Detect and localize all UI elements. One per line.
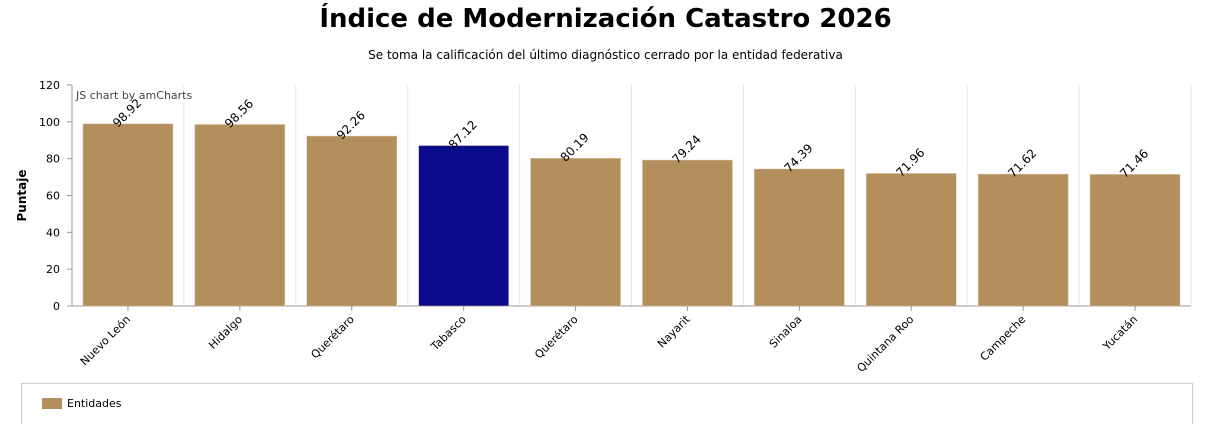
y-tick-label: 120: [39, 79, 60, 92]
x-tick-label: Quintana Roo: [854, 313, 916, 375]
x-tick-label: Querétaro: [532, 313, 581, 362]
bar: [82, 123, 174, 307]
x-tick-label: Hidalgo: [206, 313, 245, 352]
x-tick-label: Campeche: [978, 313, 1029, 364]
bar: [530, 158, 621, 307]
legend: Entidades: [21, 383, 1193, 424]
x-tick-label: Sinaloa: [767, 313, 805, 351]
x-tick-label: Nuevo León: [78, 313, 133, 368]
y-tick-label: 20: [46, 263, 60, 276]
bar: [1089, 174, 1181, 307]
y-axis-label: Puntaje: [15, 170, 29, 222]
bar: [754, 168, 845, 307]
bar: [306, 135, 397, 307]
legend-swatch[interactable]: [42, 398, 62, 409]
bar: [194, 124, 286, 307]
chart-subtitle: Se toma la calificación del último diagn…: [368, 48, 843, 62]
x-tick-label: Nayarit: [655, 312, 693, 350]
credit-link: JS chart by amCharts: [75, 89, 192, 102]
y-tick-label: 60: [46, 190, 60, 203]
y-tick-label: 80: [46, 153, 60, 166]
bar: [642, 159, 733, 307]
x-tick-label: Yucatán: [1100, 313, 1140, 353]
bar: [977, 173, 1069, 307]
bar: [418, 145, 509, 307]
bar: [866, 173, 957, 307]
legend-label[interactable]: Entidades: [67, 397, 122, 410]
y-tick-label: 40: [46, 226, 60, 239]
y-tick-label: 100: [39, 116, 60, 129]
y-tick-label: 0: [53, 300, 60, 313]
x-tick-label: Tabasco: [428, 313, 469, 354]
chart-title: Índice de Modernización Catastro 2026: [319, 4, 892, 34]
x-tick-label: Querétaro: [308, 313, 357, 362]
